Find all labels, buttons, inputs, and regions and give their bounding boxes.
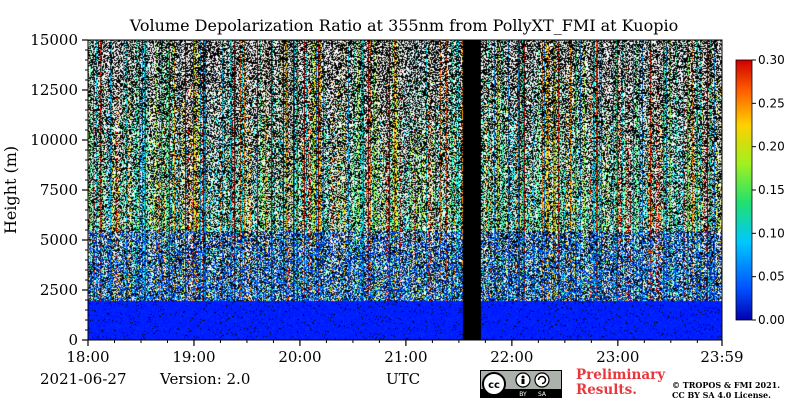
y-tick-label: 12500 xyxy=(30,81,78,99)
y-tick-label: 15000 xyxy=(30,31,78,49)
copyright-line-1: © TROPOS & FMI 2021. xyxy=(672,380,781,390)
heatmap-area xyxy=(88,40,722,340)
chart-title: Volume Depolarization Ratio at 355nm fro… xyxy=(129,16,679,35)
colorbar-ticks: 0.00 0.05 0.10 0.15 0.20 0.25 0.30 xyxy=(752,53,785,327)
copyright-line-2: CC BY SA 4.0 License. xyxy=(672,390,771,400)
colorbar-tick-label: 0.15 xyxy=(758,183,785,197)
preliminary-line-2: Results. xyxy=(576,382,637,398)
x-tick-label: 22:00 xyxy=(490,348,533,366)
cc-by-sa-icon: cc BY SA xyxy=(480,370,562,398)
y-tick-label: 5000 xyxy=(40,231,78,249)
x-tick-label: 20:00 xyxy=(278,348,321,366)
colorbar-tick-label: 0.25 xyxy=(758,96,785,110)
x-axis: 18:00 19:00 20:00 21:00 22:00 23:00 23:59 xyxy=(66,340,744,366)
y-axis: 0 2500 5000 7500 10000 12500 15000 xyxy=(30,31,88,349)
x-tick-label: 21:00 xyxy=(384,348,427,366)
y-axis-label: Height (m) xyxy=(1,146,20,234)
colorbar-tick-label: 0.10 xyxy=(758,226,785,240)
badge-by-text: BY xyxy=(519,391,527,398)
copyright-notice: © TROPOS & FMI 2021. CC BY SA 4.0 Licens… xyxy=(672,380,780,400)
colorbar-tick-label: 0.05 xyxy=(758,270,785,284)
y-tick-label: 7500 xyxy=(40,181,78,199)
y-tick-label: 2500 xyxy=(40,281,78,299)
preliminary-line-1: Preliminary xyxy=(576,367,666,383)
badge-sa-text: SA xyxy=(538,391,547,398)
colorbar xyxy=(735,59,753,321)
colorbar-tick-label: 0.30 xyxy=(758,53,785,67)
preliminary-notice: Preliminary Results. xyxy=(576,368,665,398)
x-tick-label: 19:00 xyxy=(172,348,215,366)
y-tick-label: 10000 xyxy=(30,131,78,149)
x-tick-label: 23:59 xyxy=(700,348,743,366)
heatmap-image xyxy=(88,40,722,340)
x-tick-label: 23:00 xyxy=(596,348,639,366)
badge-cc-text: cc xyxy=(488,380,500,391)
utc-label: UTC xyxy=(386,370,421,388)
y-tick-label: 0 xyxy=(68,331,78,349)
colorbar-tick-label: 0.00 xyxy=(758,313,785,327)
date-label: 2021-06-27 xyxy=(40,370,127,388)
colorbar-tick-label: 0.20 xyxy=(758,140,785,154)
version-label: Version: 2.0 xyxy=(160,370,251,388)
x-tick-label: 18:00 xyxy=(66,348,109,366)
